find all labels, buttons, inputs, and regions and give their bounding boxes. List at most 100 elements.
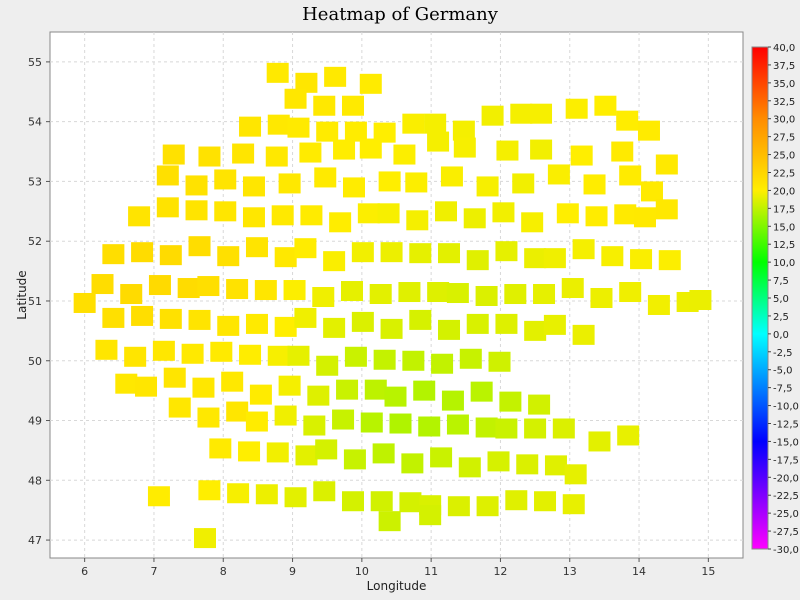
heat-cell	[210, 341, 233, 362]
heat-cell	[357, 203, 380, 224]
heat-cell	[294, 238, 317, 259]
heat-cell	[312, 287, 335, 308]
heat-cell	[148, 275, 171, 296]
heat-cell	[295, 72, 318, 93]
heat-cell	[647, 294, 670, 315]
heat-cell	[274, 405, 297, 426]
heat-cell	[470, 381, 493, 402]
heat-cell	[316, 121, 339, 142]
heat-cell	[585, 206, 608, 227]
heat-cell	[351, 242, 374, 263]
heat-cell	[524, 320, 547, 341]
heat-cell	[226, 279, 249, 300]
heat-cell	[492, 202, 515, 223]
heat-cell	[413, 380, 436, 401]
colorbar-tick-label: 22,5	[773, 169, 795, 180]
x-tick-label: 10	[355, 565, 369, 578]
x-tick-label: 9	[289, 565, 296, 578]
colorbar-tick-label: 27,5	[773, 133, 795, 144]
heat-cell	[343, 449, 366, 470]
heat-cell	[313, 481, 336, 502]
heat-cell	[565, 98, 588, 119]
heat-cell	[463, 208, 486, 229]
heat-cell	[378, 171, 401, 192]
heat-cell	[95, 339, 118, 360]
heat-cell	[524, 248, 547, 269]
heat-cell	[481, 105, 504, 126]
x-tick-label: 8	[220, 565, 227, 578]
colorbar-tick-label: -25,0	[773, 509, 799, 520]
heat-cell	[405, 172, 428, 193]
heat-cell	[245, 237, 268, 258]
heat-cell	[115, 373, 138, 394]
heat-cell	[389, 413, 412, 434]
colorbar-tick-label: -15,0	[773, 437, 799, 448]
heat-cell	[342, 177, 365, 198]
heat-cell	[564, 464, 587, 485]
heat-cell	[495, 418, 518, 439]
heat-cell	[131, 242, 154, 263]
heat-cell	[351, 311, 374, 332]
heat-cell	[266, 62, 289, 83]
heat-cell	[315, 439, 338, 460]
heat-cell	[238, 441, 261, 462]
heat-cell	[283, 280, 306, 301]
heat-cell	[499, 391, 522, 412]
y-tick-label: 48	[28, 474, 42, 487]
heat-cell	[572, 239, 595, 260]
heat-cell	[495, 241, 518, 262]
colorbar-tick-label: -20,0	[773, 473, 799, 484]
heat-cell	[475, 417, 498, 438]
heat-cell	[655, 154, 678, 175]
heat-cell	[594, 95, 617, 116]
heat-cell	[570, 145, 593, 166]
heat-cell	[227, 483, 250, 504]
heat-cell	[488, 351, 511, 372]
heat-cell	[102, 244, 125, 265]
x-tick-label: 13	[563, 565, 577, 578]
heat-cell	[254, 280, 277, 301]
heat-cell	[359, 73, 382, 94]
heat-cell	[163, 367, 186, 388]
heat-cells	[73, 62, 712, 549]
heat-cell	[406, 210, 429, 231]
y-tick-label: 54	[28, 116, 42, 129]
heat-cell	[630, 249, 653, 270]
heat-cell	[333, 139, 356, 160]
y-tick-label: 50	[28, 355, 42, 368]
colorbar-tick-label: 12,5	[773, 240, 795, 251]
heat-cell	[409, 243, 432, 264]
colorbar-tick-label: -10,0	[773, 402, 799, 413]
heat-cell	[329, 212, 352, 233]
heat-cell	[159, 245, 182, 266]
x-tick-label: 6	[81, 565, 88, 578]
heat-cell	[447, 496, 470, 517]
heat-cell	[314, 167, 337, 188]
heat-cell	[295, 445, 318, 466]
heat-cell	[364, 379, 387, 400]
heat-cell	[128, 206, 151, 227]
heat-cell	[561, 278, 584, 299]
colorbar-tick-label: 17,5	[773, 204, 795, 215]
colorbar-tick-label: 20,0	[773, 186, 795, 197]
heat-cell	[300, 205, 323, 226]
heat-cell	[619, 165, 642, 186]
y-tick-label: 52	[28, 235, 42, 248]
heat-cell	[617, 425, 640, 446]
heat-cell	[640, 181, 663, 202]
y-tick-label: 55	[28, 56, 42, 69]
heat-cell	[162, 144, 185, 165]
heat-cell	[393, 144, 416, 165]
heat-cell	[255, 484, 278, 505]
heat-cell	[524, 418, 547, 439]
x-tick-label: 15	[701, 565, 715, 578]
heat-cell	[655, 199, 678, 220]
heat-cell	[359, 138, 382, 159]
heat-cell	[435, 201, 458, 222]
heat-cell	[378, 511, 401, 532]
heat-cell	[267, 114, 290, 135]
heat-cell	[245, 313, 268, 334]
heat-cell	[242, 207, 265, 228]
heat-cell	[377, 203, 400, 224]
